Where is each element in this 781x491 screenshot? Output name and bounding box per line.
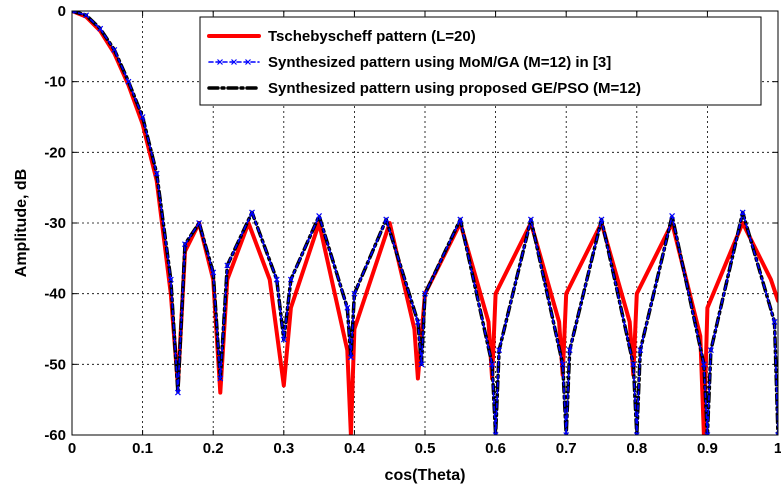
legend-marker <box>245 59 251 65</box>
x-axis-label: cos(Theta) <box>385 467 466 484</box>
y-tick-label: -40 <box>44 286 66 303</box>
series-marker <box>167 276 174 283</box>
series-layer <box>72 11 778 435</box>
x-tick-label: 1 <box>774 440 781 457</box>
series-marker <box>273 276 280 283</box>
series-marker <box>415 319 421 325</box>
series-marker <box>489 361 495 368</box>
series-marker <box>125 78 132 85</box>
series-marker <box>559 361 566 368</box>
series-marker <box>174 389 181 396</box>
series-marker <box>630 361 637 368</box>
series-marker <box>669 213 676 219</box>
y-tick-label: -10 <box>44 74 66 91</box>
x-tick-label: 0.4 <box>344 440 366 457</box>
series-marker <box>249 209 255 216</box>
plot-frame <box>71 10 779 436</box>
series-marker <box>566 347 573 354</box>
series-marker <box>139 114 146 120</box>
series-marker <box>153 170 160 177</box>
y-tick-label: -60 <box>44 427 66 444</box>
series-marker <box>775 432 778 435</box>
series-marker <box>708 347 714 354</box>
x-tick-label: 0.9 <box>697 440 718 457</box>
legend-label-1: Tschebyscheff pattern (L=20) <box>268 28 476 45</box>
series-marker <box>563 432 570 435</box>
legend-box <box>199 16 762 106</box>
legend-label-2: Synthesized pattern using MoM/GA (M=12) … <box>268 54 611 71</box>
x-tick-labels: 0 0.1 0.2 0.3 0.4 0.5 0.6 0.7 0.8 0.9 1 <box>68 440 781 457</box>
legend-marker <box>231 59 237 65</box>
series-marker <box>83 12 90 19</box>
series-marker <box>418 361 425 368</box>
x-tick-label: 0.6 <box>485 440 506 457</box>
y-tick-label: -50 <box>44 356 66 373</box>
series-marker <box>704 432 711 435</box>
legend-marker <box>217 59 223 65</box>
legend: Tschebyscheff pattern (L=20) Synthesized … <box>199 16 762 106</box>
series-marker <box>383 216 390 223</box>
x-tick-label: 0.8 <box>626 440 647 457</box>
x-tick-label: 0.3 <box>273 440 294 457</box>
series-marker <box>351 290 358 297</box>
y-tick-labels: 0 -10 -20 -30 -40 -50 -60 <box>44 3 66 444</box>
series-marker <box>598 216 605 223</box>
series-marker <box>527 216 534 223</box>
series-marker <box>700 361 707 368</box>
series-marker <box>633 432 640 435</box>
x-tick-label: 0.5 <box>415 440 436 457</box>
legend-label-3: Synthesized pattern using proposed GE/PS… <box>268 80 641 97</box>
y-tick-label: -20 <box>44 144 66 161</box>
series-marker <box>111 46 118 53</box>
series-marker <box>280 336 287 343</box>
series-marker <box>422 290 428 297</box>
series-marker <box>739 209 746 216</box>
series-marker <box>496 347 503 354</box>
x-tick-label: 0.1 <box>132 440 153 457</box>
series-marker <box>224 262 231 269</box>
y-axis-label: Amplitude, dB <box>13 169 30 277</box>
x-tick-label: 0.2 <box>203 440 224 457</box>
x-tick-label: 0.7 <box>556 440 577 457</box>
series-marker <box>287 276 294 283</box>
series-marker <box>217 375 224 382</box>
y-tick-label: -30 <box>44 215 66 232</box>
series-marker <box>210 269 217 276</box>
series-marker <box>316 213 323 219</box>
series-marker <box>492 432 499 435</box>
series-marker <box>97 25 104 32</box>
series-marker <box>457 216 464 223</box>
series-marker <box>344 304 351 311</box>
x-tick-label: 0 <box>68 440 76 457</box>
series-marker <box>637 347 644 354</box>
series-marker <box>771 319 778 325</box>
series-marker <box>347 354 354 361</box>
series-marker <box>196 220 203 226</box>
y-tick-label: 0 <box>58 3 66 20</box>
series-marker <box>182 241 188 248</box>
series-marker <box>72 11 75 14</box>
